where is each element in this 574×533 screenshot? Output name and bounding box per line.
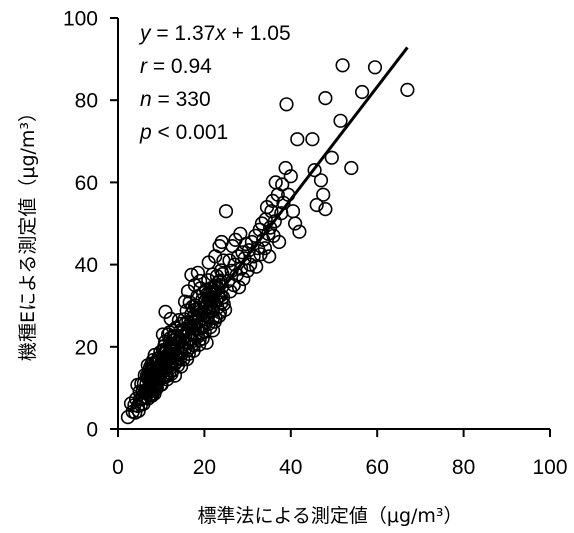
y-tick-label: 0 <box>86 419 98 442</box>
regression-line <box>129 46 409 409</box>
data-points-group <box>120 58 415 425</box>
x-tick-label: 100 <box>532 456 567 479</box>
data-point <box>214 295 229 310</box>
x-tick-label: 40 <box>279 456 302 479</box>
data-point <box>216 297 231 312</box>
stat-variable: r <box>140 55 148 78</box>
data-point <box>167 357 182 372</box>
data-point <box>305 132 320 147</box>
stat-value: + 1.05 <box>226 22 291 45</box>
data-point <box>201 255 216 270</box>
y-tick-label: 60 <box>75 172 98 195</box>
data-point <box>243 257 258 272</box>
data-point <box>288 216 303 231</box>
data-point <box>318 202 333 217</box>
stat-line: r = 0.94 <box>140 55 212 78</box>
stat-value: < 0.001 <box>152 121 228 144</box>
stat-value: = 330 <box>152 88 211 111</box>
data-point <box>324 150 339 165</box>
x-axis-title: 標準法による測定値（μg/m³） <box>197 505 462 527</box>
data-point <box>155 327 170 342</box>
data-point <box>218 204 234 219</box>
y-tick-label: 20 <box>75 336 98 359</box>
data-point <box>163 311 178 327</box>
data-point <box>199 335 214 350</box>
stat-value: = 0.94 <box>147 55 212 78</box>
data-point <box>355 84 370 100</box>
stat-line: p < 0.001 <box>139 121 228 144</box>
x-tick-label: 20 <box>193 456 216 479</box>
y-tick-label: 80 <box>75 90 98 113</box>
data-point <box>400 82 415 97</box>
data-point <box>272 234 287 250</box>
data-point <box>262 249 277 264</box>
data-point <box>240 263 255 278</box>
y-axis-title: 機種Eによる測定値（μg/m³） <box>17 103 39 361</box>
data-point <box>285 204 301 219</box>
data-point <box>249 259 264 274</box>
data-point <box>205 323 221 338</box>
stat-variable: y <box>138 22 152 45</box>
data-point <box>283 169 298 184</box>
data-point <box>344 160 359 176</box>
stat-line: n = 330 <box>140 88 211 111</box>
data-point <box>131 403 146 419</box>
stat-variable: p <box>139 121 152 144</box>
data-point <box>177 294 193 309</box>
data-point <box>236 271 251 287</box>
x-tick-label: 60 <box>366 456 389 479</box>
data-point <box>257 241 273 256</box>
y-tick-label: 100 <box>63 8 98 31</box>
x-ticks-group: 0 20 40 60 80 100 <box>112 429 568 479</box>
x-tick-label: 0 <box>112 456 124 479</box>
data-point <box>316 187 331 202</box>
y-tick-label: 40 <box>75 254 98 277</box>
stat-value: = 1.37 <box>151 22 216 45</box>
data-point <box>313 173 329 188</box>
data-point <box>190 265 205 280</box>
data-point <box>309 197 324 213</box>
stat-line: y = 1.37x + 1.05 <box>138 22 291 45</box>
data-point <box>335 58 350 73</box>
data-point <box>218 302 233 317</box>
data-point <box>333 113 348 128</box>
data-point <box>307 163 322 178</box>
data-point <box>292 224 307 239</box>
data-point <box>195 331 210 346</box>
data-point <box>275 177 290 192</box>
data-point <box>231 280 247 295</box>
data-point <box>279 97 294 112</box>
stat-variable: n <box>140 88 152 111</box>
stat-variable: x <box>214 22 227 45</box>
x-tick-label: 80 <box>452 456 475 479</box>
data-point <box>318 90 333 106</box>
y-ticks-group: 0 20 40 60 80 100 <box>63 8 118 442</box>
data-point <box>290 132 305 147</box>
data-point <box>147 386 162 401</box>
data-point <box>264 204 279 219</box>
data-point <box>367 60 383 75</box>
